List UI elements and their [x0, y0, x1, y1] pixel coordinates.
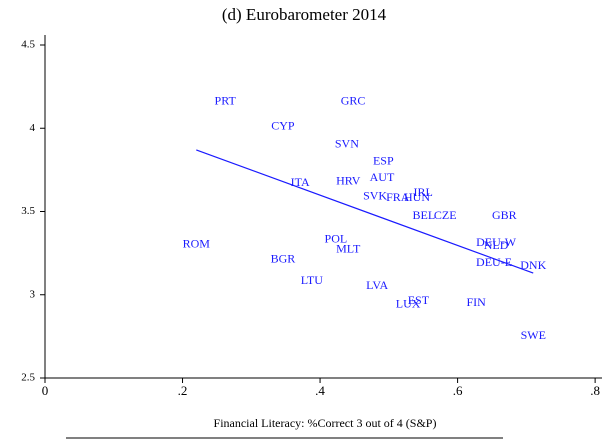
- point-label: LVA: [366, 278, 388, 292]
- point-label: DEU-E: [476, 255, 512, 269]
- point-label: FRA: [386, 190, 410, 204]
- x-tick-label: .8: [590, 383, 600, 398]
- x-tick-label: .6: [453, 383, 463, 398]
- fit-line: [196, 149, 534, 274]
- point-label: MLT: [336, 242, 361, 256]
- y-tick-label: 3.5: [21, 205, 35, 217]
- point-label: NLD: [484, 238, 509, 252]
- point-label: AUT: [370, 170, 395, 184]
- chart-title: (d) Eurobarometer 2014: [222, 5, 387, 24]
- point-label: SWE: [521, 328, 546, 342]
- point-label: SVK: [363, 188, 387, 202]
- point-label: BEL: [413, 208, 436, 222]
- point-label: ROM: [183, 237, 211, 251]
- point-label: HRV: [336, 173, 361, 187]
- x-tick-label: .4: [315, 383, 325, 398]
- point-label: ITA: [291, 175, 310, 189]
- point-label: CYP: [271, 118, 295, 132]
- y-tick-label: 2.5: [21, 372, 35, 384]
- y-tick-label: 4: [30, 122, 36, 134]
- point-label: GBR: [492, 208, 517, 222]
- point-label: BGR: [271, 252, 296, 266]
- point-label: FIN: [466, 295, 486, 309]
- point-label: GRC: [341, 93, 366, 107]
- point-label: PRT: [215, 93, 237, 107]
- point-label: IRL: [414, 185, 433, 199]
- point-label: CZE: [434, 208, 457, 222]
- point-label: EST: [408, 293, 430, 307]
- y-tick-label: 3: [30, 288, 36, 300]
- point-label: LTU: [301, 273, 324, 287]
- x-axis-label: Financial Literacy: %Correct 3 out of 4 …: [214, 416, 437, 430]
- point-label: POL: [325, 232, 348, 246]
- point-label: DNK: [520, 258, 546, 272]
- x-tick-label: .2: [178, 383, 188, 398]
- point-label: SVN: [335, 137, 359, 151]
- x-tick-label: 0: [42, 383, 49, 398]
- y-tick-label: 4.5: [21, 39, 35, 51]
- point-label: LUX: [396, 296, 421, 310]
- point-label: DEU-W: [476, 235, 517, 249]
- point-label: ESP: [373, 153, 394, 167]
- point-label: HUN: [404, 190, 430, 204]
